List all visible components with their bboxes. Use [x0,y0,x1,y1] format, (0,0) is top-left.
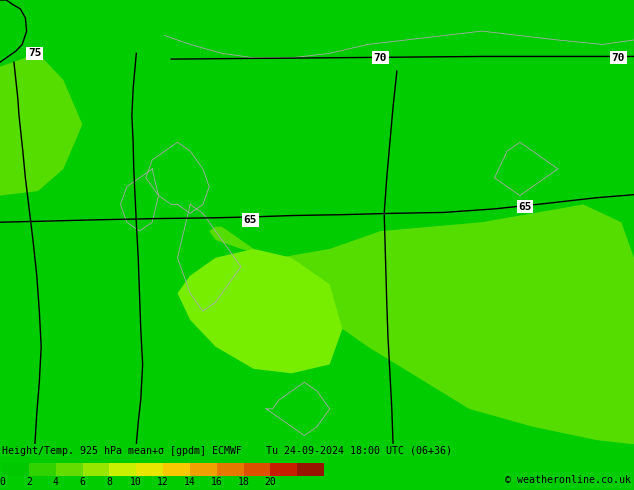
Text: 0: 0 [0,477,5,487]
Text: 4: 4 [53,477,58,487]
Text: 10: 10 [131,477,142,487]
Bar [109,463,136,476]
Bar [243,463,270,476]
Polygon shape [209,204,634,444]
Polygon shape [0,53,82,196]
Text: 12: 12 [157,477,169,487]
Text: 18: 18 [238,477,249,487]
Bar [297,463,324,476]
Text: Height/Temp. 925 hPa mean+σ [gpdm] ECMWF    Tu 24-09-2024 18:00 UTC (06+36): Height/Temp. 925 hPa mean+σ [gpdm] ECMWF… [2,446,452,456]
Bar [82,463,109,476]
Text: 65: 65 [243,215,257,225]
Polygon shape [178,249,342,373]
Text: 14: 14 [184,477,196,487]
Text: © weatheronline.co.uk: © weatheronline.co.uk [505,475,631,485]
Bar [56,463,82,476]
Bar [270,463,297,476]
Text: 8: 8 [107,477,112,487]
Bar [190,463,217,476]
Text: 70: 70 [611,53,625,63]
Text: 70: 70 [373,53,387,63]
Text: 20: 20 [264,477,276,487]
Text: 65: 65 [518,202,532,212]
Text: 6: 6 [79,477,86,487]
Bar [2,463,29,476]
Text: 2: 2 [26,477,32,487]
Text: 75: 75 [28,49,42,58]
Bar [163,463,190,476]
Bar [29,463,56,476]
Text: 16: 16 [210,477,223,487]
Bar [217,463,243,476]
Bar [136,463,163,476]
